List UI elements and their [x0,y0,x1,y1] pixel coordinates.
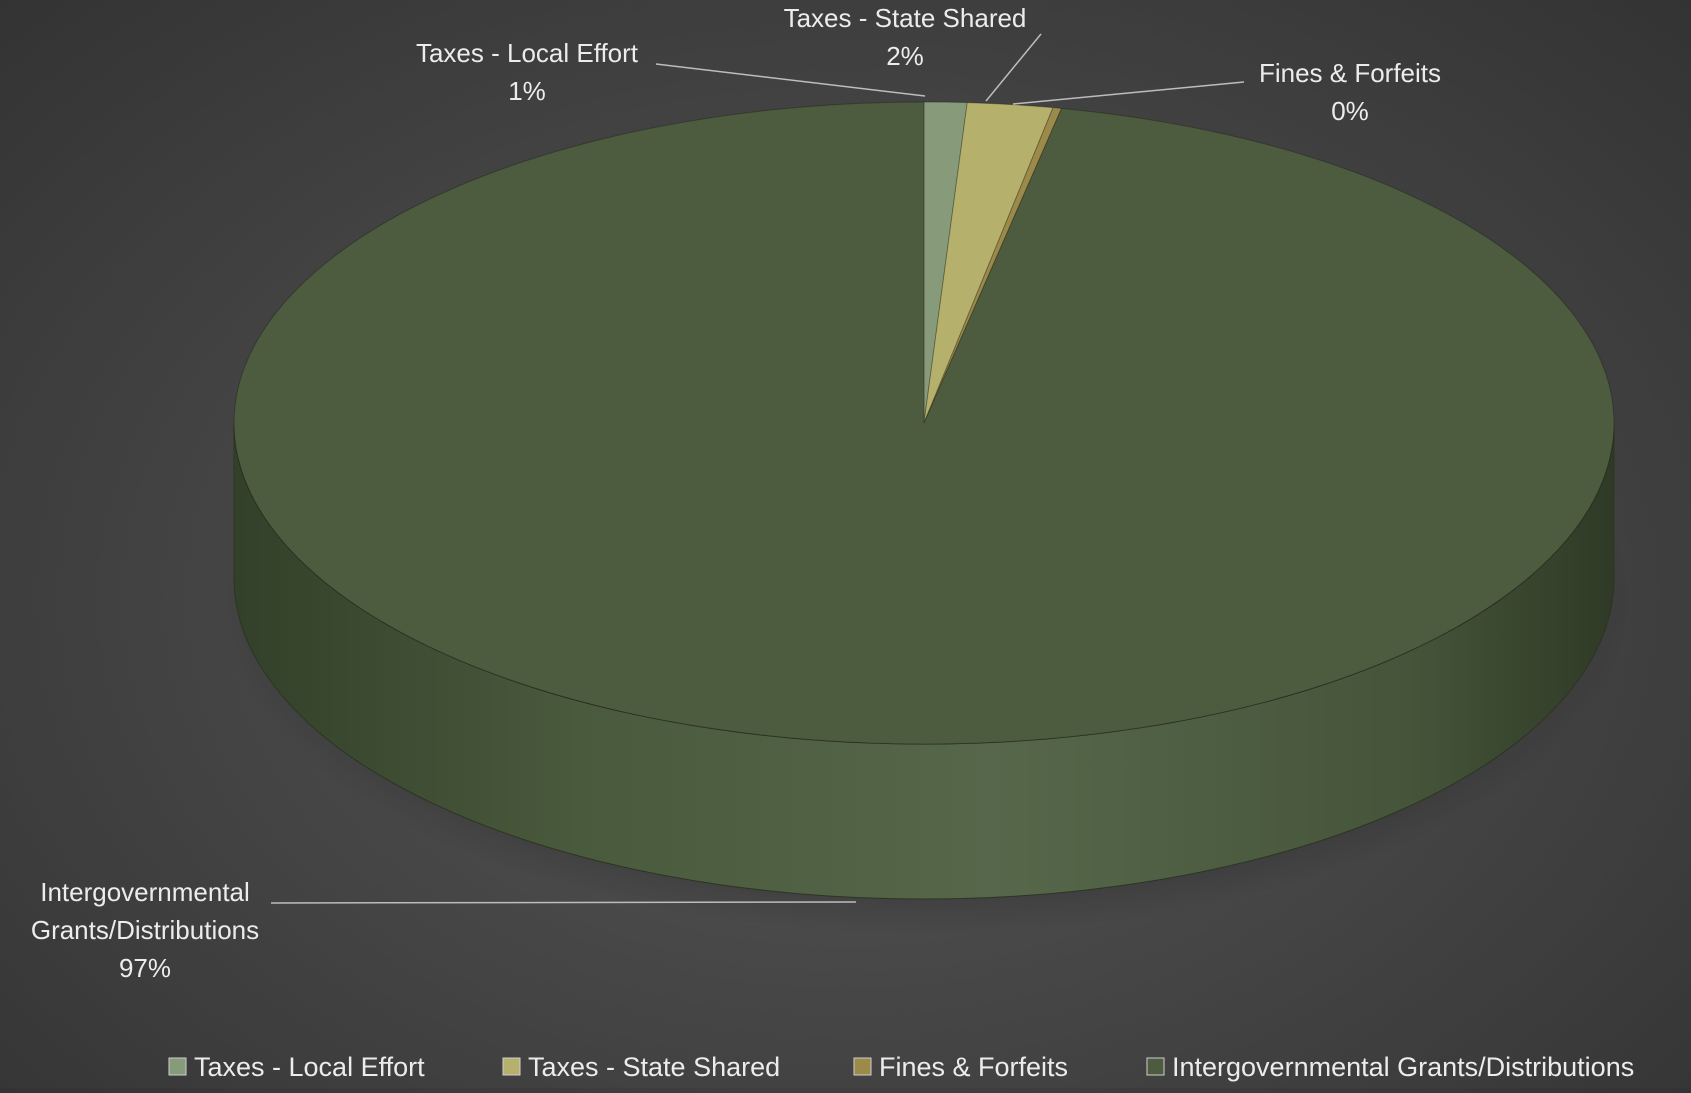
legend-item-intergovernmental-grants: Intergovernmental Grants/Distributions [1146,1052,1634,1082]
slice-fines-forfeits [923,107,1063,424]
leader-line [1012,81,1245,105]
legend-swatch [853,1057,872,1076]
data-label-line: Taxes - State Shared [784,3,1027,33]
label-fines-forfeits: Fines & Forfeits 0% [1259,58,1441,126]
slice-taxes-local-effort [923,101,968,424]
leader-lines [270,33,1245,904]
label-taxes-state-shared: Taxes - State Shared 2% [784,3,1027,71]
legend-item-taxes-state-shared: Taxes - State Shared [502,1052,780,1082]
data-label-line: Intergovernmental [40,877,250,907]
legend-item-fines-forfeits: Fines & Forfeits [853,1052,1068,1082]
data-label-line: Taxes - Local Effort [416,38,639,68]
leader-line [655,63,926,97]
label-intergovernmental-grants: Intergovernmental Grants/Distributions 97% [31,877,259,983]
legend-swatch [502,1057,521,1076]
legend-swatch [168,1057,187,1076]
leader-line [270,901,857,904]
data-label-line: 0% [1331,96,1369,126]
data-labels: Taxes - Local Effort 1% Taxes - State Shar… [31,3,1441,983]
legend-label: Taxes - State Shared [528,1052,780,1082]
label-taxes-local-effort: Taxes - Local Effort 1% [416,38,639,106]
data-label-line: 1% [508,76,546,106]
legend-item-taxes-local-effort: Taxes - Local Effort [168,1052,425,1082]
leader-line [985,33,1042,102]
legend: Taxes - Local Effort Taxes - State Shared… [168,1052,1634,1082]
slice-taxes-state-shared [923,102,1054,424]
data-label-line: Fines & Forfeits [1259,58,1441,88]
pie-slices [233,101,1615,745]
legend-label: Taxes - Local Effort [194,1052,425,1082]
legend-label: Intergovernmental Grants/Distributions [1172,1052,1634,1082]
slice-intergovernmental-grants [233,101,1615,745]
data-label-line: Grants/Distributions [31,915,259,945]
data-label-line: 2% [886,41,924,71]
legend-label: Fines & Forfeits [879,1052,1068,1082]
legend-swatch [1146,1057,1165,1076]
data-label-line: 97% [119,953,171,983]
